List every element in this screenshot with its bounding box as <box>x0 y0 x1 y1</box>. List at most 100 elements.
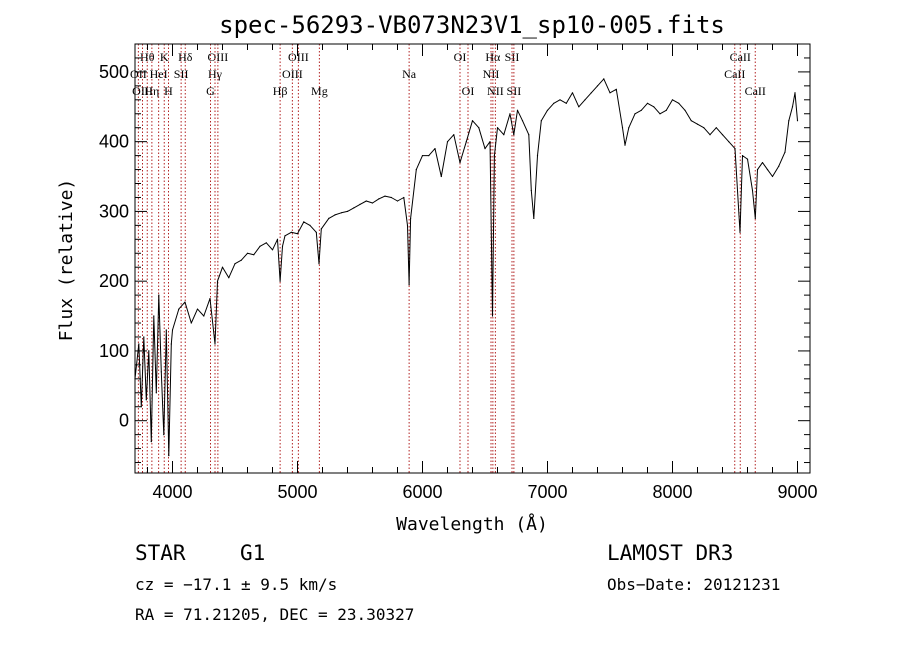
data-point <box>290 231 292 233</box>
data-point <box>190 322 192 324</box>
data-point <box>530 189 532 192</box>
axis-ticks <box>135 43 810 473</box>
x-tick-label: 4000 <box>152 482 192 502</box>
data-point <box>756 169 759 171</box>
data-point <box>353 207 355 209</box>
data-point <box>453 134 455 136</box>
data-point <box>396 200 399 202</box>
data-point <box>281 245 284 247</box>
data-point <box>741 155 744 157</box>
data-point <box>615 88 617 90</box>
data-point <box>653 106 655 108</box>
data-point <box>796 120 799 122</box>
data-point <box>734 148 736 150</box>
line-marker-label: OIII <box>132 84 153 98</box>
data-point <box>503 134 505 136</box>
data-point <box>603 78 605 80</box>
data-point <box>559 99 561 101</box>
line-marker-label: Hβ <box>273 84 288 98</box>
y-tick-label: 400 <box>99 132 129 152</box>
coordinates: RA = 71.21205, DEC = 23.30327 <box>135 605 414 624</box>
data-point <box>771 175 774 178</box>
data-point <box>536 155 539 157</box>
data-point <box>509 113 511 115</box>
observation-date: Obs−Date: 20121231 <box>607 575 780 594</box>
data-point <box>196 308 199 310</box>
data-point <box>440 175 442 178</box>
series-layer <box>134 78 799 457</box>
x-tick-label: 5000 <box>277 482 317 502</box>
data-point <box>746 158 749 160</box>
line-marker-label: OI <box>462 84 475 98</box>
y-axis-label: Flux (relative) <box>56 179 77 342</box>
redshift-cz: cz = −17.1 ± 9.5 km/s <box>135 575 337 594</box>
line-marker-label: Hδ <box>178 50 193 64</box>
data-point <box>203 315 205 317</box>
data-point <box>493 155 495 157</box>
data-point <box>276 238 279 240</box>
data-point <box>168 455 170 457</box>
data-point <box>421 155 424 157</box>
data-point <box>766 169 769 171</box>
line-marker-label: NII <box>483 67 500 81</box>
data-point <box>221 266 224 268</box>
line-marker-label: CaII <box>730 50 751 64</box>
line-marker-label: Hα <box>485 50 501 64</box>
data-point <box>240 259 242 261</box>
data-point <box>471 120 474 122</box>
data-point <box>584 99 586 101</box>
x-tick-label: 8000 <box>652 482 692 502</box>
data-point <box>540 120 542 122</box>
data-point <box>521 120 524 122</box>
data-point <box>259 245 261 247</box>
data-point <box>590 92 592 94</box>
data-point <box>446 141 449 143</box>
data-point <box>665 109 667 111</box>
data-point <box>690 120 692 122</box>
y-tick-label: 300 <box>99 201 129 221</box>
object-subclass: G1 <box>240 541 265 565</box>
line-marker-label: HeI <box>150 67 168 81</box>
data-point <box>428 155 430 157</box>
line-marker-label: Hθ <box>140 50 155 64</box>
data-point <box>315 231 317 233</box>
data-point <box>459 162 461 164</box>
data-point <box>170 343 172 345</box>
data-point <box>624 144 626 146</box>
axis-tick-labels: 4000 5000 6000 7000 8000 9000 0 100 200 300 400 500 <box>99 62 818 502</box>
data-point <box>684 109 686 111</box>
data-point <box>761 162 764 164</box>
data-point <box>253 254 255 256</box>
data-point <box>271 249 274 251</box>
data-point <box>359 203 361 205</box>
line-marker-label: Mg <box>311 84 328 98</box>
x-axis-label: Wavelength (Å) <box>396 513 548 535</box>
data-point <box>659 113 661 115</box>
line-marker-label: Hγ <box>208 67 223 81</box>
data-point <box>145 399 147 401</box>
data-point <box>778 165 780 167</box>
x-tick-label: 6000 <box>402 482 442 502</box>
line-marker-label: OI <box>454 50 467 64</box>
data-point <box>209 298 211 300</box>
chart-title: spec-56293-VB073N23V1_sp10-005.fits <box>219 11 725 39</box>
data-point <box>621 127 624 129</box>
data-point <box>378 198 380 200</box>
data-point <box>754 217 756 219</box>
data-point <box>628 127 630 129</box>
data-point <box>491 315 494 317</box>
data-point <box>346 210 349 212</box>
data-point <box>214 343 216 345</box>
data-point <box>715 127 717 129</box>
data-point <box>403 196 405 199</box>
data-point <box>553 102 555 104</box>
data-point <box>565 102 567 104</box>
data-point <box>279 280 281 282</box>
data-point <box>528 134 530 136</box>
data-point <box>228 277 230 279</box>
data-point <box>788 120 790 122</box>
data-point <box>234 263 236 265</box>
data-point <box>533 217 535 219</box>
data-point <box>696 123 699 125</box>
data-point <box>334 214 336 216</box>
